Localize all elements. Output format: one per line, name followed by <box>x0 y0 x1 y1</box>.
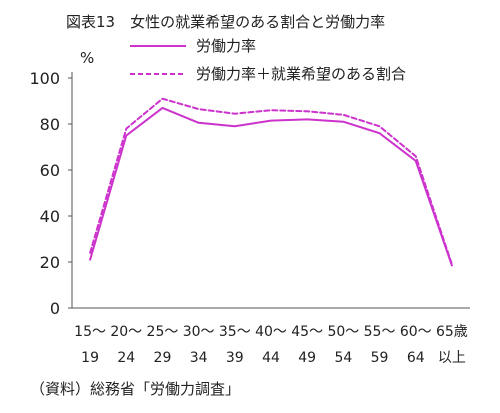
x-axis-ticks: 15～ 19 20～ 24 25～ 29 30～ 34 35～ 39 40～ 44 45～ 49 50～ 54… <box>74 324 468 366</box>
y-tick-label: 60 <box>40 161 60 180</box>
x-tick-label-top: 40～ <box>255 324 287 340</box>
y-tick-label: 20 <box>40 253 60 272</box>
legend-label: 労働力率＋就業希望のある割合 <box>196 65 406 83</box>
axes <box>71 72 470 309</box>
x-tick-label-bottom: 24 <box>117 350 135 366</box>
x-tick-label-top: 45～ <box>291 324 323 340</box>
x-tick-label-bottom: 54 <box>334 350 352 366</box>
x-tick-label-bottom: 19 <box>81 350 99 366</box>
series-line-2 <box>89 97 453 266</box>
y-axis-unit: % <box>80 49 94 67</box>
x-tick-label-top: 25～ <box>147 324 179 340</box>
source-note: （資料）総務省「労働力調査」 <box>30 380 240 398</box>
x-tick-label-top: 65歳 <box>436 324 468 340</box>
x-tick-label-bottom: 44 <box>262 350 280 366</box>
x-tick-label-bottom: 以上 <box>438 350 466 366</box>
x-tick-label-top: 15～ <box>74 324 106 340</box>
y-tick-label: 0 <box>50 299 60 318</box>
x-tick-label-bottom: 64 <box>407 350 425 366</box>
series-line-1 <box>89 106 453 267</box>
y-tick-label: 100 <box>29 69 60 88</box>
x-tick-label-top: 20～ <box>110 324 142 340</box>
x-tick-label-bottom: 49 <box>298 350 316 366</box>
y-tick-label: 80 <box>40 115 60 134</box>
legend-label: 労働力率 <box>196 37 256 55</box>
series-layer <box>89 97 453 267</box>
x-tick-label-bottom: 59 <box>371 350 389 366</box>
x-tick-label-top: 60～ <box>400 324 432 340</box>
x-tick-label-top: 35～ <box>219 324 251 340</box>
x-tick-label-top: 55～ <box>364 324 396 340</box>
x-tick-label-bottom: 34 <box>190 350 208 366</box>
y-axis-ticks: 0 20 40 60 80 100 <box>29 69 72 318</box>
x-tick-label-top: 50～ <box>327 324 359 340</box>
x-tick-label-top: 30～ <box>183 324 215 340</box>
x-tick-label-bottom: 29 <box>154 350 172 366</box>
y-tick-label: 40 <box>40 207 60 226</box>
chart-title: 図表13 女性の就業希望のある割合と労働力率 <box>66 13 385 31</box>
x-tick-label-bottom: 39 <box>226 350 244 366</box>
